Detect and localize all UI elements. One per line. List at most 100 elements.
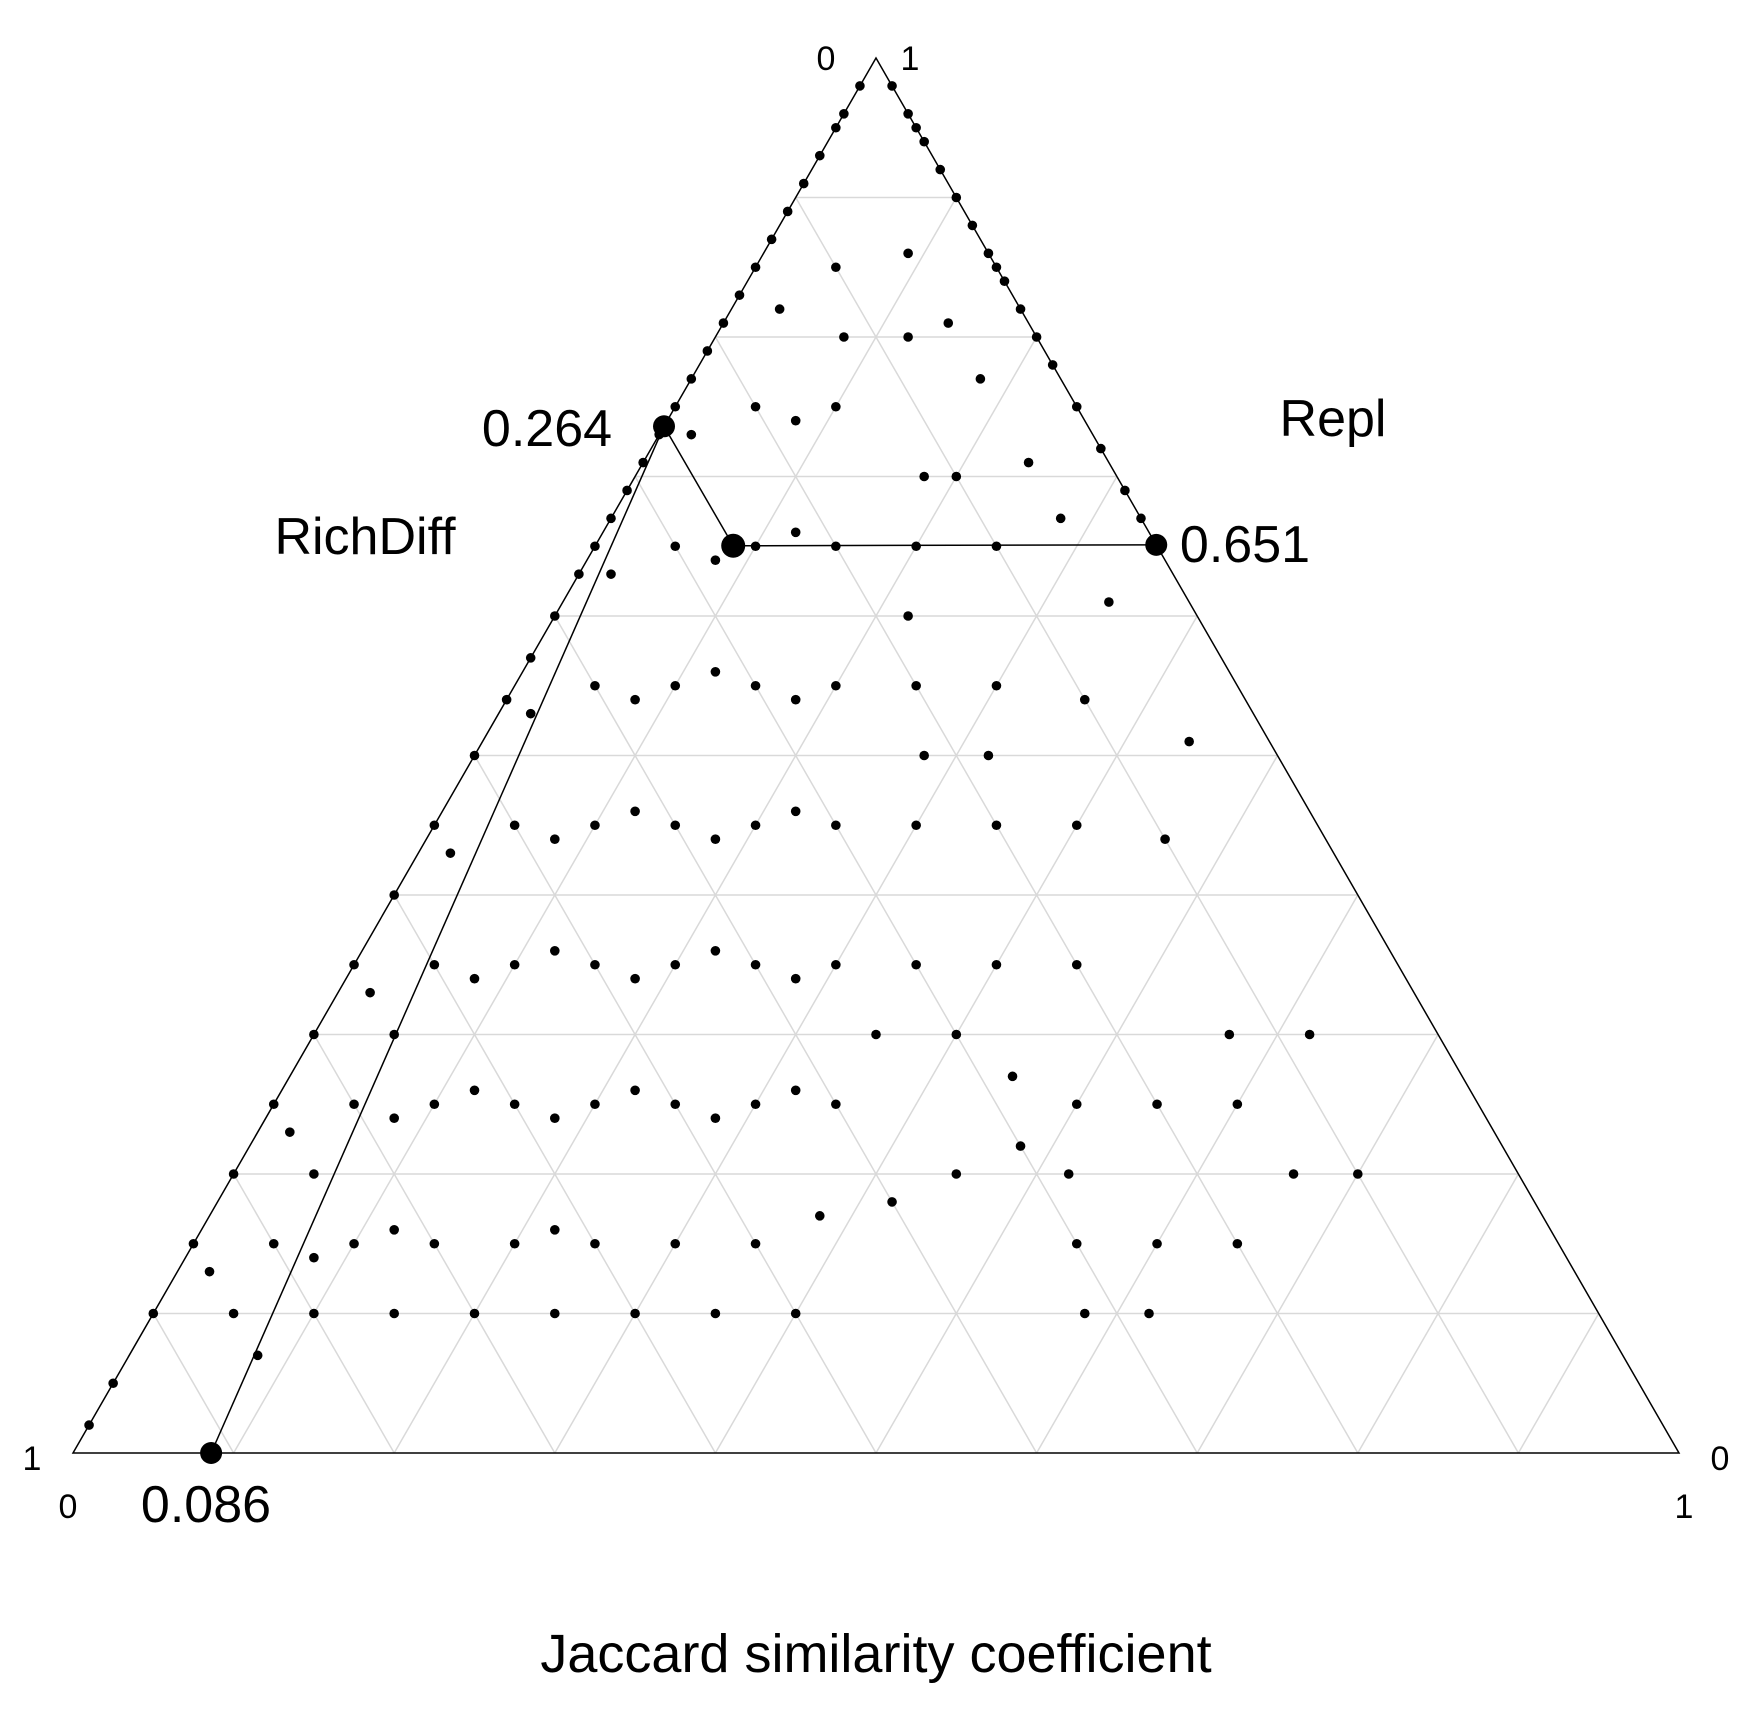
- data-point: [831, 401, 841, 412]
- data-point: [638, 457, 648, 468]
- data-point: [750, 1099, 761, 1110]
- data-point: [670, 820, 681, 831]
- data-point: [790, 806, 801, 817]
- data-point: [903, 611, 913, 621]
- data-point: [389, 1225, 400, 1235]
- data-point: [1232, 1099, 1243, 1110]
- data-point: [734, 290, 745, 300]
- data-point: [1055, 513, 1066, 524]
- data-point: [590, 680, 600, 691]
- data-point: [389, 1113, 400, 1123]
- data-point: [148, 1308, 159, 1319]
- grid-lines: [152, 196, 1600, 1454]
- data-point: [309, 1308, 319, 1319]
- data-point: [108, 1378, 118, 1389]
- data-point: [509, 1099, 520, 1110]
- repl-mean-label: 0.651: [1180, 516, 1310, 574]
- data-point: [1071, 1099, 1082, 1110]
- data-point: [1353, 1169, 1363, 1179]
- data-point: [943, 318, 954, 328]
- data-point: [1015, 1141, 1026, 1151]
- data-point: [710, 1113, 721, 1123]
- data-point: [630, 1085, 640, 1096]
- data-point: [831, 959, 841, 970]
- richdiff-mean-marker: [653, 415, 676, 438]
- data-point: [790, 1308, 801, 1319]
- data-point: [887, 1197, 897, 1207]
- data-point: [839, 332, 849, 342]
- grid-line: [393, 894, 717, 1454]
- data-point: [991, 820, 1002, 831]
- data-point: [1063, 1169, 1074, 1179]
- data-point: [1071, 820, 1082, 831]
- data-point: [831, 1099, 841, 1110]
- data-point: [991, 262, 1002, 273]
- data-point: [622, 485, 632, 496]
- data-point: [550, 1225, 560, 1235]
- data-point: [750, 820, 761, 831]
- data-point: [630, 694, 640, 705]
- data-point: [750, 680, 761, 691]
- data-point: [525, 653, 536, 663]
- data-point: [710, 946, 721, 956]
- data-point: [1079, 694, 1090, 705]
- data-point: [349, 959, 359, 970]
- data-point: [1152, 1238, 1162, 1249]
- apex-tick-right: 1: [901, 40, 920, 78]
- data-point: [951, 1169, 962, 1179]
- bottom-left-tick-upper: 1: [23, 1440, 42, 1478]
- data-point: [750, 262, 761, 273]
- data-point: [84, 1420, 94, 1430]
- data-point: [1152, 1099, 1162, 1110]
- data-point: [204, 1266, 215, 1277]
- data-point: [871, 1029, 881, 1040]
- data-point: [252, 1350, 263, 1361]
- grid-line: [1196, 1034, 1439, 1454]
- data-point: [887, 81, 897, 91]
- data-point: [839, 109, 849, 119]
- data-point: [903, 248, 913, 259]
- bottom-right-tick-upper: 0: [1711, 1440, 1730, 1478]
- data-point: [509, 959, 520, 970]
- data-point: [606, 513, 616, 524]
- data-point: [590, 959, 600, 970]
- data-points: [84, 81, 1363, 1464]
- bottom-right-tick-lower: 1: [1675, 1488, 1694, 1526]
- data-point: [590, 1099, 600, 1110]
- data-point: [670, 401, 681, 412]
- grid-line: [1357, 1173, 1520, 1454]
- data-point: [670, 1099, 681, 1110]
- bottom-left-tick-lower: 0: [59, 1488, 78, 1526]
- grid-line: [152, 1313, 235, 1454]
- data-point: [855, 81, 865, 91]
- data-point: [309, 1029, 319, 1040]
- data-point: [686, 429, 697, 440]
- data-point: [1160, 834, 1170, 844]
- data-point: [750, 541, 761, 552]
- data-point: [1144, 1308, 1154, 1319]
- data-point: [814, 150, 825, 161]
- data-point: [951, 192, 962, 203]
- data-point: [919, 471, 929, 482]
- data-point: [911, 541, 921, 552]
- mean-line-similarity: [210, 425, 665, 1454]
- data-point: [469, 1308, 480, 1319]
- data-point: [1288, 1169, 1299, 1179]
- data-point: [991, 541, 1002, 552]
- data-point: [429, 1099, 440, 1110]
- data-point: [1136, 513, 1146, 524]
- data-point: [389, 1029, 400, 1040]
- data-point: [1015, 304, 1026, 314]
- data-point: [268, 1238, 279, 1249]
- data-point: [469, 973, 480, 984]
- data-point: [550, 946, 560, 956]
- data-point: [429, 959, 440, 970]
- data-point: [268, 1099, 279, 1110]
- data-point: [501, 694, 512, 705]
- data-point: [630, 973, 640, 984]
- data-point: [670, 541, 681, 552]
- data-point: [550, 611, 560, 621]
- data-point: [1079, 1308, 1090, 1319]
- data-point: [831, 680, 841, 691]
- data-point: [670, 1238, 681, 1249]
